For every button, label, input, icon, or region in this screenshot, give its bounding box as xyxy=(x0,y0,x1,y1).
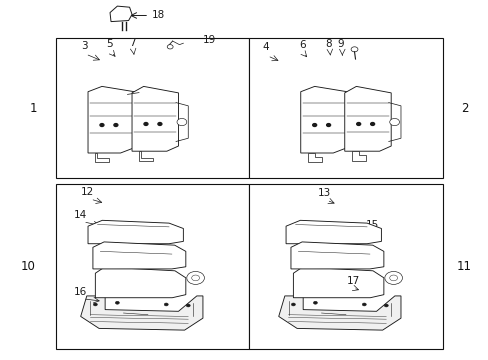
Text: 5: 5 xyxy=(105,39,112,49)
Text: 11: 11 xyxy=(456,260,471,273)
Circle shape xyxy=(177,118,186,126)
Text: 15: 15 xyxy=(365,220,378,230)
Polygon shape xyxy=(344,86,390,151)
Circle shape xyxy=(350,47,357,52)
Text: 17: 17 xyxy=(346,276,360,286)
Text: 16: 16 xyxy=(73,287,86,297)
Circle shape xyxy=(356,122,360,125)
Circle shape xyxy=(384,271,402,284)
Polygon shape xyxy=(285,220,381,244)
Polygon shape xyxy=(132,86,178,151)
Bar xyxy=(249,38,442,178)
Circle shape xyxy=(164,303,168,306)
Polygon shape xyxy=(139,151,153,161)
Text: 3: 3 xyxy=(81,41,87,51)
Circle shape xyxy=(191,275,199,281)
Text: 6: 6 xyxy=(298,40,305,50)
Circle shape xyxy=(186,304,190,307)
Polygon shape xyxy=(81,296,203,330)
Polygon shape xyxy=(290,242,383,269)
Text: 2: 2 xyxy=(460,102,468,114)
Text: 7: 7 xyxy=(128,37,135,48)
Bar xyxy=(56,184,249,349)
Circle shape xyxy=(291,303,295,306)
Polygon shape xyxy=(95,267,185,298)
Polygon shape xyxy=(351,151,365,161)
Circle shape xyxy=(100,123,103,126)
Circle shape xyxy=(114,123,118,126)
Circle shape xyxy=(362,303,366,306)
Polygon shape xyxy=(93,242,185,269)
Polygon shape xyxy=(307,153,321,162)
Polygon shape xyxy=(110,6,132,22)
Circle shape xyxy=(93,303,97,306)
Polygon shape xyxy=(88,220,183,244)
Polygon shape xyxy=(300,86,346,153)
Circle shape xyxy=(370,122,374,125)
Circle shape xyxy=(115,301,119,304)
Text: 12: 12 xyxy=(81,187,94,197)
Circle shape xyxy=(167,45,173,49)
Text: 19: 19 xyxy=(203,35,216,45)
Polygon shape xyxy=(88,86,134,153)
Circle shape xyxy=(143,122,147,125)
Bar xyxy=(56,38,249,178)
Text: 1: 1 xyxy=(29,102,37,114)
Polygon shape xyxy=(293,267,383,298)
Circle shape xyxy=(384,304,387,307)
Circle shape xyxy=(389,275,397,281)
Text: 18: 18 xyxy=(151,10,164,21)
Bar xyxy=(249,184,442,349)
Text: 10: 10 xyxy=(21,260,36,273)
Circle shape xyxy=(389,118,399,126)
Circle shape xyxy=(312,123,316,126)
Text: 14: 14 xyxy=(73,210,86,220)
Circle shape xyxy=(326,123,330,126)
Text: 9: 9 xyxy=(336,39,343,49)
Circle shape xyxy=(313,301,317,304)
Text: 8: 8 xyxy=(325,39,331,49)
Polygon shape xyxy=(278,296,400,330)
Circle shape xyxy=(158,122,162,125)
Text: 13: 13 xyxy=(317,188,330,198)
Text: 4: 4 xyxy=(262,42,268,52)
Polygon shape xyxy=(95,153,109,162)
Circle shape xyxy=(186,271,204,284)
